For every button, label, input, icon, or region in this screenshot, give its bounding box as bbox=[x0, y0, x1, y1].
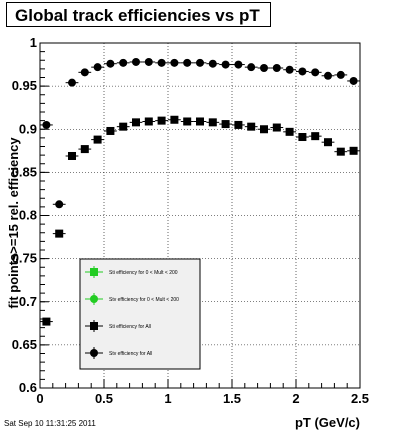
data-point-square bbox=[272, 123, 281, 132]
data-point-circle bbox=[298, 67, 307, 76]
data-point-square bbox=[260, 125, 268, 134]
data-point-circle bbox=[349, 76, 358, 85]
data-point-square bbox=[132, 118, 140, 127]
data-point-circle bbox=[196, 58, 204, 67]
data-point-circle bbox=[183, 58, 192, 67]
x-axis-title: pT (GeV/c) bbox=[295, 415, 360, 430]
data-point-square bbox=[247, 122, 256, 131]
data-point-circle bbox=[157, 58, 166, 67]
data-point-square bbox=[119, 122, 128, 131]
legend-label: Stv efficiency for All bbox=[109, 351, 152, 357]
data-point-circle bbox=[68, 78, 76, 87]
data-point-square bbox=[93, 135, 102, 144]
y-tick-label: 0.75 bbox=[12, 251, 37, 266]
y-tick-label: 1 bbox=[30, 35, 37, 50]
y-tick-label: 0.65 bbox=[12, 337, 37, 352]
legend-marker bbox=[90, 322, 98, 330]
data-point-square bbox=[208, 118, 217, 127]
data-point-circle bbox=[272, 64, 281, 73]
data-point-circle bbox=[93, 63, 102, 72]
y-tick-label: 0.6 bbox=[19, 380, 37, 395]
data-point-square bbox=[234, 120, 243, 129]
data-point-circle bbox=[144, 57, 153, 66]
data-point-circle bbox=[336, 70, 345, 79]
legend: Sti efficiency for 0 < Mult < 200 Stv eff… bbox=[79, 258, 201, 370]
data-point-square bbox=[106, 126, 115, 135]
x-tick-label: 1.5 bbox=[223, 391, 241, 406]
data-points bbox=[40, 57, 360, 326]
data-point-square bbox=[298, 133, 307, 142]
axis-ticks bbox=[39, 42, 361, 389]
data-point-circle bbox=[55, 200, 64, 209]
data-point-square bbox=[285, 127, 294, 136]
data-point-circle bbox=[170, 58, 179, 67]
data-point-circle bbox=[208, 59, 217, 68]
data-point-square bbox=[349, 146, 358, 155]
x-tick-label: 1 bbox=[164, 391, 171, 406]
data-point-circle bbox=[221, 60, 230, 69]
data-point-circle bbox=[42, 120, 51, 129]
data-point-square bbox=[68, 151, 76, 160]
data-point-circle bbox=[285, 65, 294, 74]
data-point-square bbox=[311, 132, 320, 141]
chart-title: Global track efficiencies vs pT bbox=[6, 2, 271, 27]
x-tick-label: 0 bbox=[36, 391, 43, 406]
datestamp: Sat Sep 10 11:31:25 2011 bbox=[4, 419, 96, 428]
y-axis-title: fit points>=15 rel. efficiency bbox=[6, 137, 21, 309]
data-point-square bbox=[157, 116, 166, 125]
axis-tick-labels: 0 0.5 1 1.5 2 2.5 0.6 0.65 0.7 0.75 0.8 0.85 0.9 0.95… bbox=[12, 35, 369, 406]
data-point-circle bbox=[234, 60, 243, 69]
data-point-square bbox=[221, 120, 230, 129]
data-point-square bbox=[42, 317, 51, 326]
data-point-circle bbox=[119, 58, 128, 67]
legend-box bbox=[79, 258, 201, 370]
data-point-circle bbox=[247, 63, 256, 72]
legend-marker bbox=[90, 268, 98, 276]
legend-label: Sti efficiency for All bbox=[109, 324, 151, 330]
data-point-square bbox=[336, 147, 345, 156]
data-point-circle bbox=[311, 68, 320, 77]
data-point-square bbox=[80, 145, 89, 154]
legend-items: Sti efficiency for 0 < Mult < 200 Stv eff… bbox=[85, 266, 179, 359]
data-point-circle bbox=[132, 57, 140, 66]
legend-marker bbox=[90, 349, 98, 357]
data-point-square bbox=[55, 229, 64, 238]
data-point-circle bbox=[260, 64, 268, 73]
data-point-square bbox=[144, 117, 153, 126]
y-tick-label: 0.9 bbox=[19, 121, 37, 136]
x-tick-label: 2 bbox=[292, 391, 299, 406]
y-tick-label: 0.8 bbox=[19, 208, 37, 223]
data-point-circle bbox=[324, 71, 332, 80]
legend-marker bbox=[90, 295, 98, 303]
data-point-square bbox=[170, 115, 179, 124]
data-point-circle bbox=[106, 59, 115, 68]
legend-label: Sti efficiency for 0 < Mult < 200 bbox=[109, 270, 178, 276]
data-point-square bbox=[183, 117, 192, 126]
data-point-square bbox=[196, 117, 204, 126]
y-tick-label: 0.85 bbox=[12, 164, 37, 179]
legend-label: Stv efficiency for 0 < Mult < 200 bbox=[109, 297, 179, 303]
x-tick-label: 2.5 bbox=[351, 391, 369, 406]
y-tick-label: 0.95 bbox=[12, 78, 37, 93]
data-point-circle bbox=[80, 68, 89, 77]
data-point-square bbox=[324, 138, 332, 147]
y-tick-label: 0.7 bbox=[19, 294, 37, 309]
x-tick-label: 0.5 bbox=[95, 391, 113, 406]
